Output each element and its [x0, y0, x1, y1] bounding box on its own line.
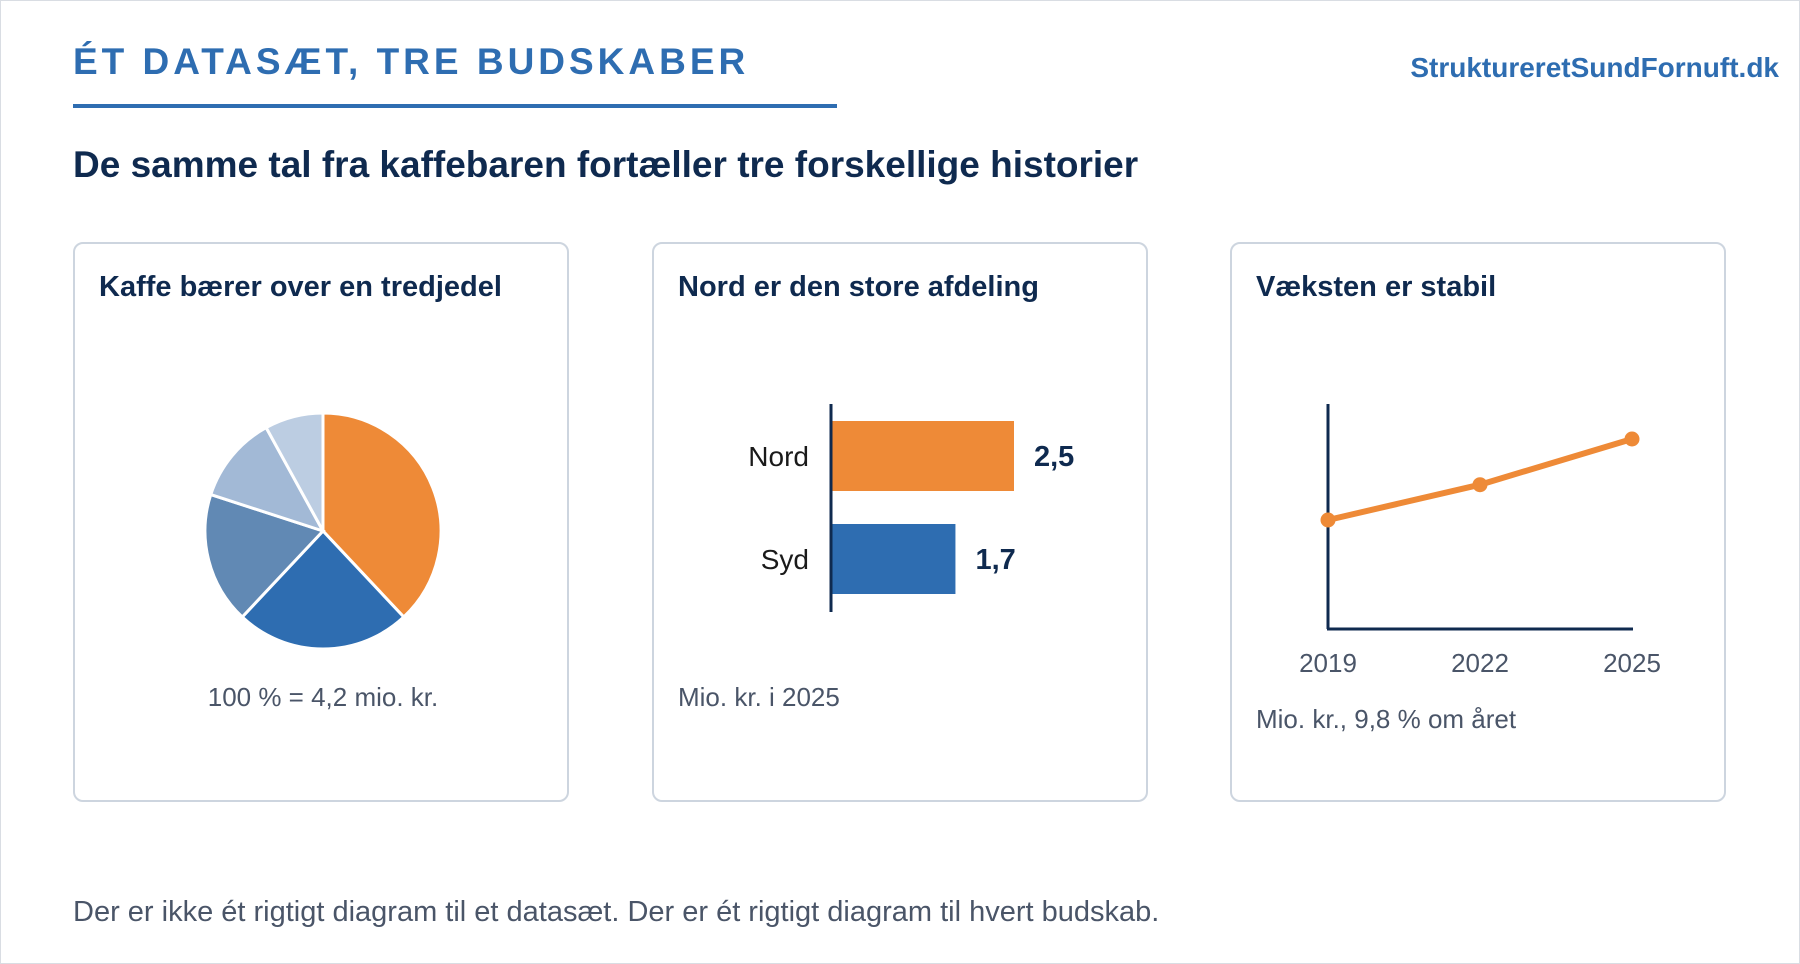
x-tick-2019: 2019 [1299, 648, 1357, 678]
pie-card-title: Kaffe bærer over en tredjedel [99, 271, 502, 303]
bar-syd [831, 524, 956, 594]
pie-slice-4 [208, 425, 327, 534]
pie-slice-2 [240, 528, 406, 651]
bar-category-nord: Nord [748, 441, 809, 472]
kicker-title: ÉT DATASÆT, TRE BUDSKABER [73, 41, 750, 82]
x-tick-2022: 2022 [1451, 648, 1509, 678]
pie-note: 100 % = 4,2 mio. kr. [208, 682, 439, 712]
bar-value-label-syd: 1,7 [975, 544, 1015, 576]
card-line-chart: Væksten er stabil 2019 2022 2025 Mio. kr.,… [1230, 242, 1726, 802]
line-note: Mio. kr., 9,8 % om året [1256, 704, 1517, 734]
bar-nord [831, 421, 1014, 491]
bar-note: Mio. kr. i 2025 [678, 682, 840, 712]
line-point-2025 [1624, 431, 1640, 447]
card-bar-chart: Nord er den store afdeling Nord 2,5 Syd 1,7… [652, 242, 1148, 802]
bar-category-syd: Syd [761, 544, 809, 575]
page-headline: De samme tal fra kaffebaren fortæller tr… [73, 144, 1139, 185]
pie-chart: 100 % = 4,2 mio. kr. [203, 411, 443, 712]
line-point-2022 [1472, 477, 1488, 493]
pie-slice-1 [321, 411, 443, 620]
line-chart: 2019 2022 2025 Mio. kr., 9,8 % om året [1256, 404, 1661, 734]
footer-text: Der er ikke ét rigtigt diagram til et da… [73, 896, 1160, 928]
pie-slice-5 [264, 411, 325, 532]
bar-value-label-nord: 2,5 [1034, 441, 1074, 473]
brand-link[interactable]: StruktureretSundFornuft.dk [1410, 52, 1779, 83]
x-tick-2025: 2025 [1603, 648, 1661, 678]
line-card-title: Væksten er stabil [1256, 271, 1497, 303]
line-marks: 2019 2022 2025 [1299, 431, 1661, 678]
bar-marks: Nord 2,5 Syd 1,7 [748, 421, 1074, 594]
kicker-underline [73, 104, 837, 108]
bar-chart: Nord 2,5 Syd 1,7 Mio. kr. i 2025 [678, 404, 1074, 712]
bar-card-title: Nord er den store afdeling [678, 271, 1039, 303]
card-pie-chart: Kaffe bærer over en tredjedel 100 % = 4,… [73, 242, 569, 802]
pie-slice-3 [203, 492, 326, 620]
line-point-2019 [1320, 512, 1336, 528]
pie-slices [203, 411, 443, 651]
